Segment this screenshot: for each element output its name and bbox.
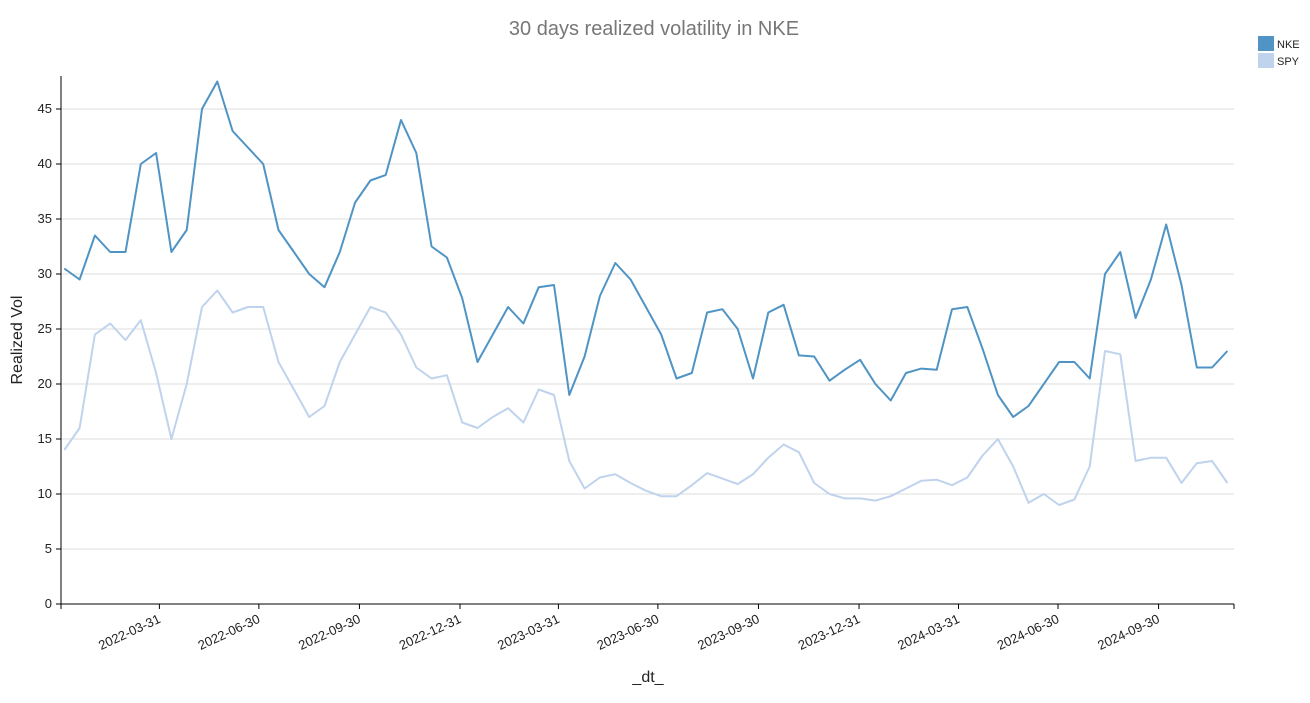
legend-label: NKE <box>1277 39 1300 51</box>
x-tick-label: 2023-06-30 <box>595 611 662 653</box>
legend-label: SPY <box>1277 56 1300 68</box>
x-tick-label: 2022-09-30 <box>296 611 363 653</box>
legend-swatch <box>1258 36 1274 51</box>
x-axis-label: _dt_ <box>631 669 664 686</box>
chart-title: 30 days realized volatility in NKE <box>509 18 799 40</box>
series-line <box>63 80 1229 418</box>
y-axis-label: Realized Vol <box>9 296 26 385</box>
y-tick-label: 25 <box>38 321 52 336</box>
y-tick-label: 5 <box>45 541 52 556</box>
y-tick-label: 40 <box>38 156 52 171</box>
y-tick-label: 15 <box>38 431 52 446</box>
x-tick-label: 2024-03-31 <box>895 611 962 653</box>
y-tick-label: 20 <box>38 376 52 391</box>
series-line <box>63 289 1229 506</box>
y-tick-label: 35 <box>38 211 52 226</box>
x-tick-label: 2023-09-30 <box>695 611 762 653</box>
legend-swatch <box>1258 53 1274 68</box>
x-tick-label: 2023-03-31 <box>495 611 562 653</box>
x-tick-label: 2022-12-31 <box>397 611 464 653</box>
y-tick-label: 0 <box>45 596 52 611</box>
y-tick-label: 45 <box>38 101 52 116</box>
y-tick-label: 10 <box>38 486 52 501</box>
x-tick-label: 2023-12-31 <box>796 611 863 653</box>
x-tick-label: 2022-03-31 <box>96 611 163 653</box>
x-tick-label: 2022-06-30 <box>196 611 263 653</box>
x-tick-label: 2024-09-30 <box>1095 611 1162 653</box>
x-tick-label: 2024-06-30 <box>995 611 1062 653</box>
y-tick-label: 30 <box>38 266 52 281</box>
